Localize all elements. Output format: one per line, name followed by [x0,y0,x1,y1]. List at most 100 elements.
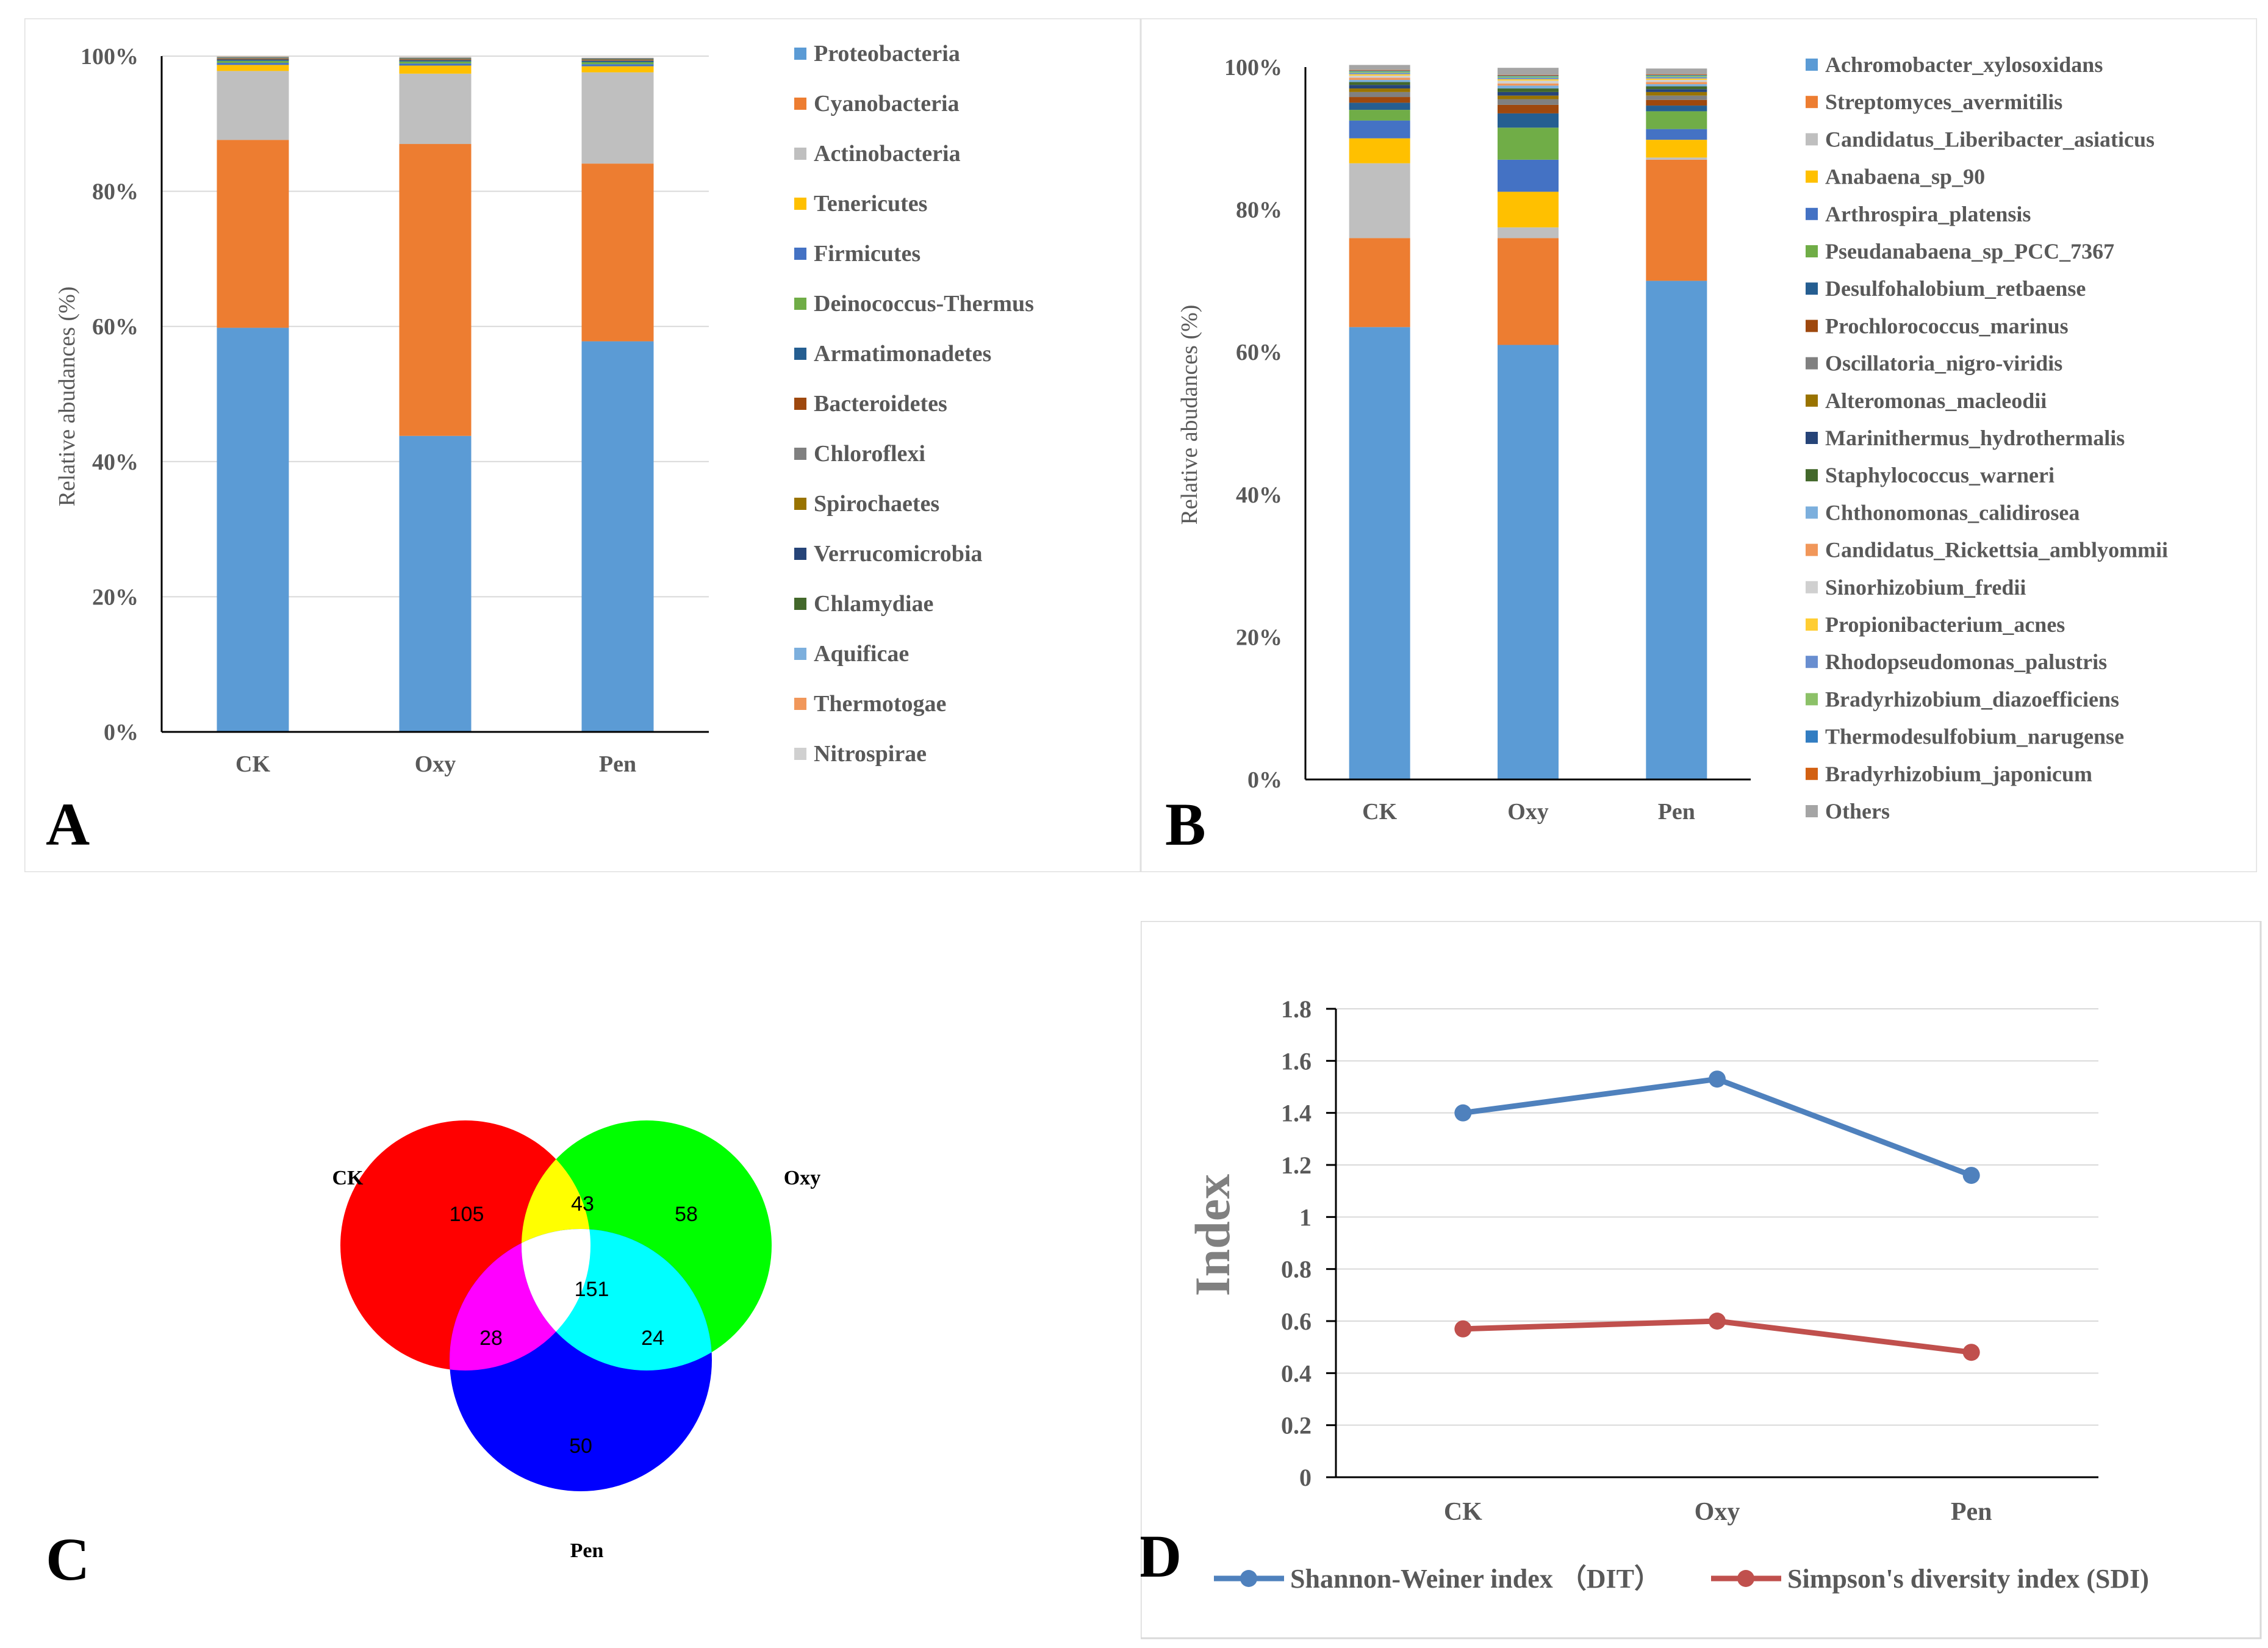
chart-a-bar-ck-verrucomicrobia [217,57,289,58]
chart-a-bar-ck-armatimonadetes [217,59,289,61]
legend-label-sinorhizobium-fredii: Sinorhizobium_fredii [1825,575,2026,600]
legend-swatch-others [1806,805,1818,817]
chart-d-y-tick-label: 0.6 [1281,1308,1312,1335]
chart-d-y-axis-label: Index [1185,1174,1240,1297]
chart-a-bar-ck-chlamydiae [217,57,289,58]
legend-marker-shannon-weiner-index-dit [1240,1570,1257,1587]
chart-d-legend: Shannon-Weiner index （DIT） Simpson's dive… [1214,1564,2149,1594]
chart-b-bar-pen-bradyrhizobium-japonicum [1646,74,1707,75]
point-simpson-s-diversity-index-sdi-oxy [1709,1313,1726,1330]
chart-b-bar-ck-candidatus-liberibacter-asiaticus [1349,163,1410,238]
chart-b-bar-oxy-prochlorococcus-marinus [1498,104,1559,113]
chart-d-y-tick-label: 1.2 [1281,1152,1312,1179]
chart-a-bar-oxy-firmicutes [399,63,472,66]
chart-a-bar-ck-spirochaetes [217,57,289,59]
chart-b-bar-oxy-oscillatoria-nigro-viridis [1498,99,1559,105]
chart-b-bar-pen-rhodopseudomonas-palustris [1646,77,1707,79]
chart-a-bar-oxy-thermotogae [399,57,472,58]
chart-b-y-axis-label: Relative abudances (%) [1177,305,1202,525]
legend-label-verrucomicrobia: Verrucomicrobia [814,541,983,567]
chart-b-bar-ck-arthrospira-platensis [1349,120,1410,138]
chart-a-bar-ck-chloroflexi [217,58,289,59]
chart-b-y-tick-label: 0% [1247,767,1282,793]
legend-swatch-spirochaetes [794,498,806,510]
chart-a-bar-pen-proteobacteria [581,341,654,732]
legend-swatch-desulfohalobium-retbaense [1806,282,1818,295]
venn-count-oxy-pen: 24 [641,1327,664,1350]
legend-label-bradyrhizobium-diazoefficiens: Bradyrhizobium_diazoefficiens [1825,687,2119,711]
legend-swatch-bradyrhizobium-diazoefficiens [1806,693,1818,706]
chart-b-bar-oxy-desulfohalobium-retbaense [1498,113,1559,128]
chart-d-x-tick-label: Oxy [1695,1498,1740,1526]
chart-b-bar-oxy-streptomyces-avermitilis [1498,238,1559,345]
legend-label-others: Others [1825,799,1890,823]
legend-swatch-firmicutes [794,248,806,260]
chart-b-bar-oxy-chthonomonas-calidirosea [1498,85,1559,89]
chart-b-bar-pen-candidatus-rickettsia-amblyommii [1646,82,1707,85]
chart-a-y-ticks: 0% 20% 40% 60% 80% 100% [81,44,709,745]
chart-a-y-tick-label: 0% [104,720,138,745]
legend-label-staphylococcus-warneri: Staphylococcus_warneri [1825,463,2054,487]
legend-swatch-pseudanabaena-sp-pcc-7367 [1806,245,1818,257]
venn-count-ck-oxy: 43 [571,1192,594,1216]
chart-b-bar-oxy-propionibacterium-acnes [1498,79,1559,81]
chart-b-bar-ck-desulfohalobium-retbaense [1349,102,1410,110]
chart-a-x-ticks: CK Oxy Pen [235,751,636,777]
legend-label-oscillatoria-nigro-viridis: Oscillatoria_nigro-viridis [1825,351,2062,376]
legend-label-rhodopseudomonas-palustris: Rhodopseudomonas_palustris [1825,650,2107,674]
chart-a-y-axis-label: Relative abudances (%) [54,287,80,507]
chart-b-y-tick-label: 60% [1236,340,1282,365]
legend-label-deinococcus-thermus: Deinococcus-Thermus [814,291,1034,317]
legend-label-streptomyces-avermitilis: Streptomyces_avermitilis [1825,90,2062,114]
chart-a-bar-oxy-actinobacteria [399,73,472,145]
chart-b-bar-oxy-staphylococcus-warneri [1498,88,1559,92]
chart-a-legend: Proteobacteria Cyanobacteria Actinobacteri… [794,41,1034,767]
chart-b-bar-pen-pseudanabaena-sp-pcc-7367 [1646,111,1707,129]
chart-b-bar-pen-prochlorococcus-marinus [1646,99,1707,106]
chart-d-y-tick-label: 1.6 [1281,1047,1312,1075]
point-shannon-weiner-index-dit-ck [1454,1104,1472,1122]
chart-a-bar-pen-thermotogae [581,57,654,59]
chart-b-x-tick-label: Oxy [1507,799,1549,825]
chart-a-bar-ck-tenericutes [217,65,289,71]
chart-d-y-tick-label: 1.8 [1281,995,1312,1023]
legend-label-chlamydiae: Chlamydiae [814,591,933,617]
legend-label-propionibacterium-acnes: Propionibacterium_acnes [1825,612,2065,637]
chart-d-y-tick-label: 0.8 [1281,1256,1312,1283]
chart-a-bar-pen-nitrospirae [581,57,654,58]
legend-swatch-marinithermus-hydrothermalis [1806,432,1818,444]
legend-swatch-achromobacter-xylosoxidans [1806,59,1818,71]
legend-swatch-proteobacteria [794,48,806,60]
chart-a-bar-oxy-armatimonadetes [399,60,472,62]
venn-set-label-pen: Pen [570,1539,604,1562]
chart-b-bar-ck-pseudanabaena-sp-pcc-7367 [1349,110,1410,121]
legend-label-candidatus-liberibacter-asiaticus: Candidatus_Liberibacter_asiaticus [1825,127,2155,151]
chart-d-x-tick-label: Pen [1951,1498,1992,1526]
chart-a-x-tick-label: CK [235,751,270,777]
chart-b-y-tick-label: 100% [1224,55,1282,81]
panel-label-d: D [1141,1522,1182,1590]
legend-label-armatimonadetes: Armatimonadetes [814,341,991,367]
chart-a-bar-oxy-verrucomicrobia [399,58,472,59]
legend-label-proteobacteria: Proteobacteria [814,41,960,66]
chart-b-bar-oxy-anabaena-sp-90 [1498,192,1559,227]
chart-b-x-tick-label: Pen [1658,799,1695,825]
chart-b-bar-pen-alteromonas-macleodii [1646,91,1707,96]
chart-b-bar-pen-others [1646,68,1707,74]
chart-d-y-ticks: 0 0.2 0.4 0.6 0.8 1 1.2 1.4 1.6 1.8 [1281,995,2098,1491]
chart-b-legend: Achromobacter_xylosoxidans Streptomyces_a… [1806,52,2168,823]
chart-a-bar-pen-firmicutes [581,64,654,66]
chart-b-bar-ck-alteromonas-macleodii [1349,88,1410,92]
chart-b-bar-ck-rhodopseudomonas-palustris [1349,73,1410,74]
chart-b-bar-oxy-marinithermus-hydrothermalis [1498,91,1559,96]
chart-d-y-tick-label: 0.2 [1281,1412,1312,1439]
legend-swatch-armatimonadetes [794,348,806,360]
chart-b-bar-ck-oscillatoria-nigro-viridis [1349,91,1410,98]
chart-a-bar-pen-actinobacteria [581,72,654,164]
chart-a-bar-pen-deinococcus-thermus [581,62,654,65]
point-simpson-s-diversity-index-sdi-pen [1962,1344,1980,1361]
point-simpson-s-diversity-index-sdi-ck [1454,1320,1472,1338]
chart-b-bar-oxy-candidatus-liberibacter-asiaticus [1498,227,1559,238]
legend-swatch-rhodopseudomonas-palustris [1806,656,1818,668]
chart-b: 0% 20% 40% 60% 80% 100% CK Oxy Pen Relative abu… [1141,18,2257,872]
